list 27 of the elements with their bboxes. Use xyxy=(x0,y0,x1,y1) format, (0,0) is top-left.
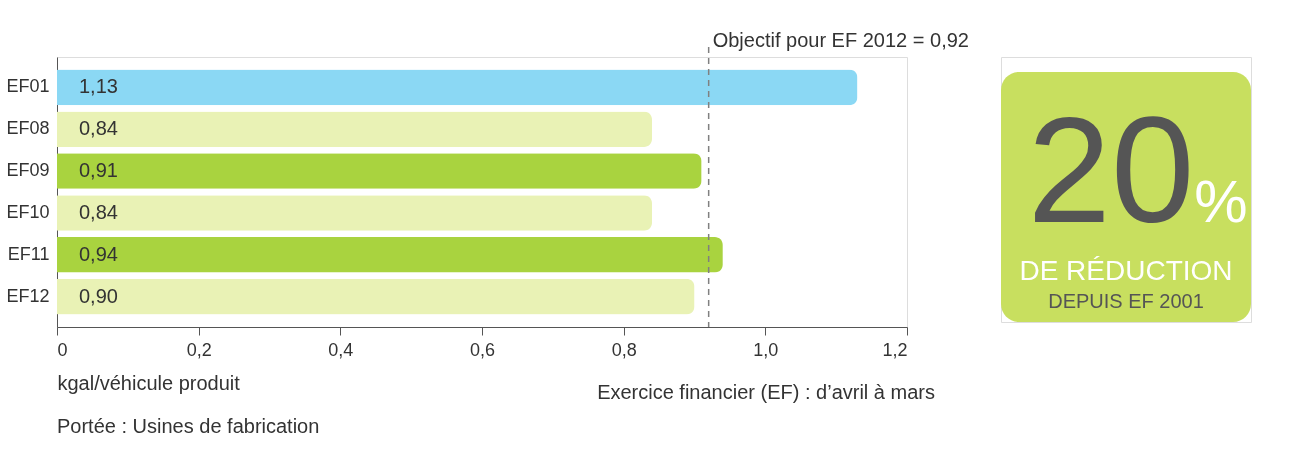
text: DEPUIS EF 2001 xyxy=(1048,290,1204,312)
data-label: 0,84 xyxy=(79,117,118,140)
y-tick-label: EF10 xyxy=(6,201,50,222)
x-tick-label: 1,2 xyxy=(882,339,908,360)
ref-line-label: Objectif pour EF 2012 = 0,92 xyxy=(712,29,969,51)
x-axis-title: kgal/véhicule produit xyxy=(57,371,241,394)
x-tick-label: 1,0 xyxy=(753,339,779,360)
y-tick-label: EF11 xyxy=(7,243,50,264)
x-tick-label: 0,4 xyxy=(328,339,354,360)
y-tick-label: EF01 xyxy=(6,76,50,97)
x-tick-label: 0,6 xyxy=(469,339,496,360)
x-tick-label: 0,8 xyxy=(611,339,637,360)
x-tick-label: 0,2 xyxy=(186,339,212,360)
y-tick-label: EF08 xyxy=(6,118,50,139)
y-tick-label: EF12 xyxy=(6,285,50,306)
data-label: 0,90 xyxy=(79,284,118,307)
y-tick-label: EF09 xyxy=(6,160,50,181)
data-label: 1,13 xyxy=(79,75,118,98)
data-label: 0,84 xyxy=(79,200,118,223)
text: Portée : Usines de fabrication xyxy=(57,415,320,437)
data-label: 0,91 xyxy=(79,159,118,182)
data-label: 0,94 xyxy=(79,242,118,265)
text: 20 xyxy=(1027,86,1195,254)
text: Exercice financier (EF) : d’avril à mars xyxy=(597,381,935,403)
text: % xyxy=(1194,168,1248,235)
x-tick-label: 0 xyxy=(57,339,68,360)
text: DE RÉDUCTION xyxy=(1019,255,1233,286)
